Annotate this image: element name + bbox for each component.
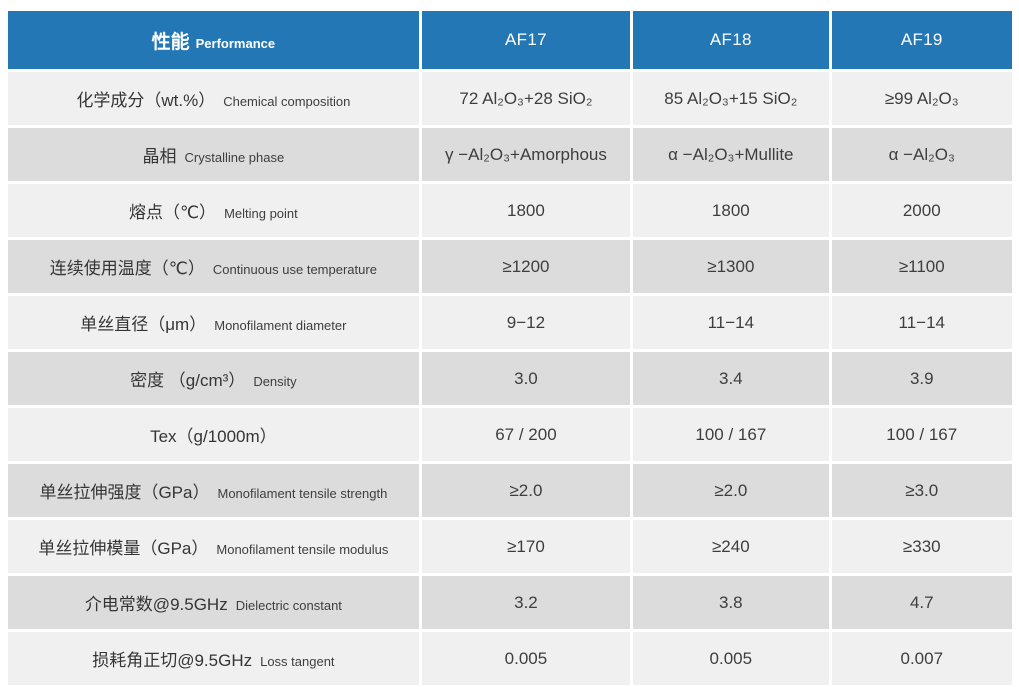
monofilament-diameter-af17-value: 9−12 [421,296,631,349]
header-col-af18: AF18 [633,11,829,69]
row-label-cell: 单丝拉伸模量（GPa） Monofilament tensile modulus [8,520,419,573]
row-label-en: Monofilament diameter [214,318,347,333]
crystalline-phase-af19-value: α −Al₂O₃ [831,128,1012,181]
row-label: 介电常数@9.5GHz Dielectric constant [79,590,348,615]
melting-point-af17-value: 1800 [421,184,631,237]
header-performance-en: Performance [195,35,276,51]
row-label: 连续使用温度（℃） Continuous use temperature [44,254,383,279]
row-label: 熔点（℃） Melting point [123,198,304,223]
row-label: 单丝直径（μm） Monofilament diameter [74,310,352,335]
density-af17-value: 3.0 [421,352,631,405]
loss-tangent-af17-value: 0.005 [421,632,631,685]
row-label-zh: 密度 （g/cm³） [130,371,246,390]
row-label-zh: 单丝直径（μm） [80,315,207,334]
row-label-zh: 单丝拉伸强度（GPa） [39,483,210,502]
loss-tangent-af18-value: 0.005 [633,632,829,685]
dielectric-constant-af18-value: 3.8 [633,576,829,629]
row-label-cell: 晶相 Crystalline phase [8,128,419,181]
row-label-zh: 介电常数@9.5GHz [84,595,228,614]
continuous-use-temperature-af19-value: ≥1100 [831,240,1012,293]
row-label: 化学成分（wt.%） Chemical composition [70,86,356,111]
crystalline-phase-af18-value: α −Al₂O₃+Mullite [633,128,829,181]
tex-af18-value: 100 / 167 [633,408,829,461]
chemical-composition-af19-value: ≥99 Al₂O₃ [831,72,1012,125]
row-label: 单丝拉伸强度（GPa） Monofilament tensile strength [33,478,393,503]
row-label-cell: 单丝拉伸强度（GPa） Monofilament tensile strength [8,464,419,517]
product-spec-table: 性能 Performance AF17 AF18 AF19 化学成分（wt.%） C… [8,11,1012,685]
row-label-en: Melting point [224,206,298,221]
row-label: Tex（g/1000m） [144,422,283,447]
tex-af17-value: 67 / 200 [421,408,631,461]
row-label-cell: 介电常数@9.5GHz Dielectric constant [8,576,419,629]
row-label: 损耗角正切@9.5GHz Loss tangent [86,646,340,671]
melting-point-af18-value: 1800 [633,184,829,237]
header-performance-label: 性能 Performance [146,27,282,54]
tensile-strength-af18-value: ≥2.0 [633,464,829,517]
row-label-zh: 单丝拉伸模量（GPa） [38,539,209,558]
header-performance-cell: 性能 Performance [8,11,419,69]
chemical-composition-af17-value: 72 Al₂O₃+28 SiO₂ [421,72,631,125]
melting-point-af19-value: 2000 [831,184,1012,237]
row-label-zh: 化学成分（wt.%） [76,91,216,110]
monofilament-diameter-af19-value: 11−14 [831,296,1012,349]
crystalline-phase-af17-value: γ −Al₂O₃+Amorphous [421,128,631,181]
row-label: 密度 （g/cm³） Density [124,366,303,391]
row-label-cell: 连续使用温度（℃） Continuous use temperature [8,240,419,293]
row-label-en: Density [253,374,297,389]
monofilament-diameter-af18-value: 11−14 [633,296,829,349]
row-label-en: Monofilament tensile strength [217,486,388,501]
header-performance-zh: 性能 [151,31,190,53]
row-label-en: Loss tangent [260,654,335,669]
dielectric-constant-af19-value: 4.7 [831,576,1012,629]
density-af19-value: 3.9 [831,352,1012,405]
tensile-modulus-af18-value: ≥240 [633,520,829,573]
dielectric-constant-af17-value: 3.2 [421,576,631,629]
row-label-cell: 单丝直径（μm） Monofilament diameter [8,296,419,349]
density-af18-value: 3.4 [633,352,829,405]
row-label-en: Continuous use temperature [212,262,377,277]
continuous-use-temperature-af18-value: ≥1300 [633,240,829,293]
row-label-cell: 密度 （g/cm³） Density [8,352,419,405]
row-label-en: Chemical composition [223,94,351,109]
row-label-cell: Tex（g/1000m） [8,408,419,461]
tensile-strength-af17-value: ≥2.0 [421,464,631,517]
row-label-cell: 熔点（℃） Melting point [8,184,419,237]
row-label-zh: 熔点（℃） [128,203,217,222]
row-label-cell: 化学成分（wt.%） Chemical composition [8,72,419,125]
header-col-af19: AF19 [831,11,1012,69]
row-label-zh: 连续使用温度（℃） [49,259,205,278]
tensile-modulus-af17-value: ≥170 [421,520,631,573]
continuous-use-temperature-af17-value: ≥1200 [421,240,631,293]
row-label-en: Crystalline phase [184,150,285,165]
row-label-zh: Tex（g/1000m） [150,427,277,446]
tensile-strength-af19-value: ≥3.0 [831,464,1012,517]
tex-af19-value: 100 / 167 [831,408,1012,461]
row-label-zh: 损耗角正切@9.5GHz [92,651,253,670]
row-label-en: Monofilament tensile modulus [216,542,389,557]
loss-tangent-af19-value: 0.007 [831,632,1012,685]
row-label-cell: 损耗角正切@9.5GHz Loss tangent [8,632,419,685]
chemical-composition-af18-value: 85 Al₂O₃+15 SiO₂ [633,72,829,125]
row-label: 晶相 Crystalline phase [137,142,291,167]
row-label-en: Dielectric constant [235,598,342,613]
header-col-af17: AF17 [421,11,631,69]
row-label: 单丝拉伸模量（GPa） Monofilament tensile modulus [32,534,394,559]
row-label-zh: 晶相 [142,147,177,166]
tensile-modulus-af19-value: ≥330 [831,520,1012,573]
